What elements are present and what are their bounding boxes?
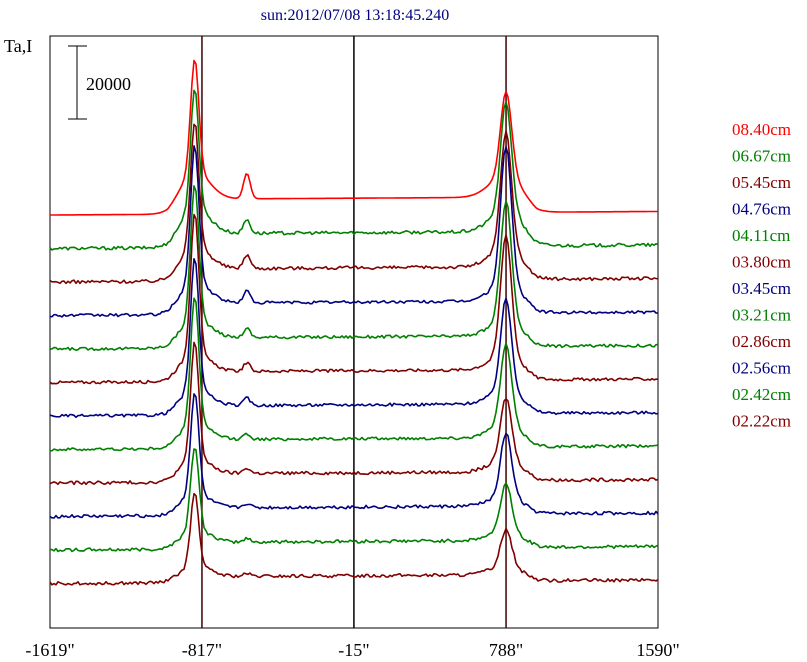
series-line [49, 213, 659, 385]
legend-item: 03.45cm [732, 279, 791, 298]
series-line [49, 492, 659, 586]
x-tick-label: -817" [182, 640, 222, 660]
chart-title: sun:2012/07/08 13:18:45.240 [261, 7, 449, 24]
x-tick-labels: -1619" -817" -15" 788" 1590" [25, 640, 679, 660]
x-tick-label: 1590" [636, 640, 679, 660]
series-line [49, 185, 659, 352]
legend-item: 04.11cm [732, 226, 790, 245]
series-line [49, 89, 659, 251]
x-tick-label: -15" [338, 640, 369, 660]
series-line [50, 59, 658, 216]
legend-item: 03.80cm [732, 253, 791, 272]
series-curves [49, 59, 659, 586]
legend-item: 08.40cm [732, 120, 791, 139]
series-line [49, 297, 659, 452]
legend-item: 04.76cm [732, 200, 791, 219]
legend-item: 06.67cm [732, 147, 791, 166]
series-line [49, 448, 659, 553]
scale-bar-label: 20000 [86, 74, 131, 94]
legend-item: 02.56cm [732, 359, 791, 378]
x-tick-label: 788" [489, 640, 523, 660]
series-line [49, 393, 659, 519]
series-line [49, 123, 659, 285]
legend-item: 05.45cm [732, 173, 791, 192]
legend-item: 02.86cm [732, 332, 791, 351]
legend-item: 03.21cm [732, 306, 791, 325]
series-line [49, 145, 659, 318]
series-line [49, 341, 659, 486]
series-line [49, 257, 659, 419]
x-tick-label: -1619" [25, 640, 74, 660]
legend-item: 02.42cm [732, 385, 791, 404]
scale-bar: 20000 [68, 45, 131, 120]
legend-item: 02.22cm [732, 412, 791, 431]
y-axis-label: Ta,I [4, 36, 32, 56]
legend: 08.40cm 06.67cm 05.45cm 04.76cm 04.11cm 03.80… [732, 120, 791, 431]
